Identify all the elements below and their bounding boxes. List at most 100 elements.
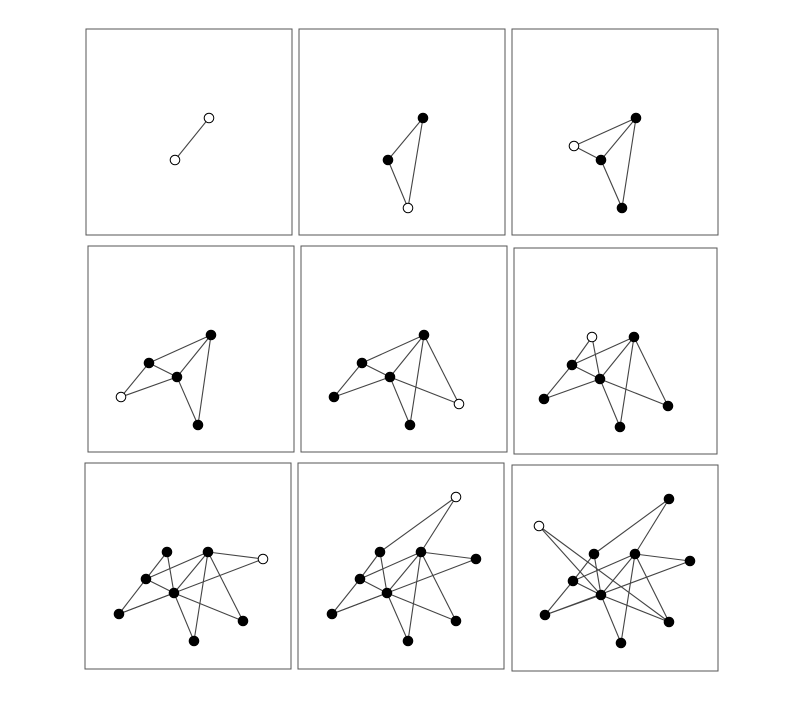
graph-node-A (630, 112, 642, 124)
graph-node-G (588, 548, 600, 560)
graph-edge-A-B (389, 334, 425, 378)
graph-edge-G-B (379, 551, 388, 594)
graph-node-E (539, 609, 551, 621)
panel-frame (84, 462, 292, 670)
panel-frame (300, 245, 508, 453)
graph-node-E (326, 608, 338, 620)
graph-edge-E-B (120, 376, 178, 398)
graph-node-F (663, 616, 675, 628)
new-node-H (257, 553, 269, 565)
graph-edge-F-A (420, 551, 457, 622)
new-node-J (533, 520, 545, 532)
graph-edge-A-B (176, 334, 212, 378)
graph-edge-F-B (389, 376, 460, 405)
graph-node-B (382, 154, 394, 166)
new-node-D (568, 140, 580, 152)
graph-edge-F-B (599, 378, 669, 407)
graph-edge-G-B (591, 336, 601, 380)
graph-node-H (684, 555, 696, 567)
graph-node-C (402, 635, 414, 647)
graph-node-B (171, 371, 183, 383)
new-node-G (586, 331, 598, 343)
graph-edge-I-A (634, 498, 670, 555)
graph-node-A (415, 546, 427, 558)
graph-node-H (470, 553, 482, 565)
graph-edge-E-D (333, 362, 363, 398)
graph-edge-A-B (599, 336, 635, 380)
graph-node-D (354, 573, 366, 585)
graph-edge-B-C (386, 592, 409, 642)
graph-edge-G-B (166, 551, 175, 594)
graph-edge-H-E (331, 558, 477, 615)
graph-edge-F-B (600, 594, 670, 623)
panel-2 (298, 28, 506, 236)
graph-node-C (616, 202, 628, 214)
graph-node-B (595, 154, 607, 166)
graph-edge-A-B (600, 553, 636, 596)
graph-node-C (614, 421, 626, 433)
new-node-F (453, 398, 465, 410)
graph-edge-A-C (409, 334, 425, 426)
graph-edge-H-A (207, 551, 264, 560)
graph-node-C (404, 419, 416, 431)
panel-9 (511, 464, 719, 672)
graph-edge-A-B (600, 117, 637, 161)
graph-edge-G-D (359, 551, 381, 580)
graph-node-D (143, 357, 155, 369)
panel-frame (511, 28, 719, 236)
graph-node-A (418, 329, 430, 341)
graph-node-C (615, 637, 627, 649)
graph-edge-A-C (621, 117, 637, 209)
panel-frame (298, 28, 506, 236)
panel-1 (85, 28, 293, 236)
graph-edge-B-C (599, 378, 621, 428)
graph-edge-E-D (120, 362, 150, 398)
panel-8 (297, 462, 505, 670)
graph-edge-B-C (600, 159, 623, 209)
graph-node-E (328, 391, 340, 403)
graph-edge-H-A (420, 551, 477, 560)
panel-6 (513, 247, 718, 455)
graph-edge-A-C (407, 551, 422, 642)
graph-edge-H-E (118, 558, 264, 615)
graph-node-B (595, 589, 607, 601)
graph-edge-E-B (333, 376, 391, 398)
graph-edge-F-A (634, 553, 670, 623)
panel-frame (511, 464, 719, 672)
graph-node-D (140, 573, 152, 585)
graph-edge-E-B (543, 378, 601, 400)
graph-node-A (202, 546, 214, 558)
graph-edge-A-C (197, 334, 212, 426)
graph-edge-A-C (620, 553, 636, 644)
graph-node-E (538, 393, 550, 405)
panel-7 (84, 462, 292, 670)
panel-4 (87, 245, 295, 453)
graph-edge-A-B (386, 551, 422, 594)
panel-frame (297, 462, 505, 670)
new-node-E (115, 391, 127, 403)
graph-edge-J-B (538, 525, 602, 596)
graph-edge-E-D (544, 580, 574, 616)
new-node-I (450, 491, 462, 503)
graph-edge-F-B (173, 592, 244, 622)
graph-node-B (381, 587, 393, 599)
graph-node-D (567, 575, 579, 587)
new-node-A (169, 154, 181, 166)
graph-node-G (161, 546, 173, 558)
graph-edge-I-A (420, 496, 457, 553)
graph-edge-J-F (538, 525, 670, 623)
graph-node-B (384, 371, 396, 383)
graph-edge-G-D (572, 553, 595, 582)
graph-node-A (629, 548, 641, 560)
graph-edge-D-A (572, 553, 636, 582)
graph-node-I (663, 493, 675, 505)
panel-frame (513, 247, 718, 455)
graph-edge-H-E (544, 560, 691, 616)
graph-edge-H-A (634, 553, 691, 562)
new-node-C (402, 202, 414, 214)
graph-node-B (594, 373, 606, 385)
graph-node-A (417, 112, 429, 124)
graph-edge-D-A (571, 336, 635, 366)
graph-node-C (192, 419, 204, 431)
